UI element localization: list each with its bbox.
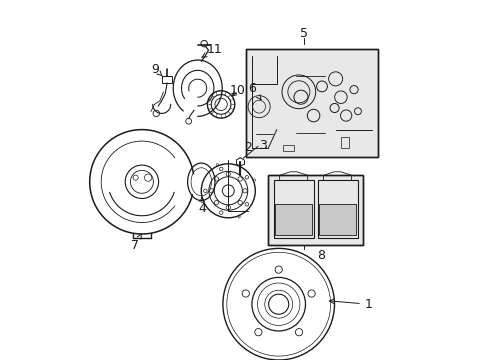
Bar <box>317 180 357 238</box>
Text: 5: 5 <box>300 27 307 40</box>
Text: 8: 8 <box>317 249 325 262</box>
Text: 9: 9 <box>151 63 162 76</box>
Bar <box>246 49 377 157</box>
Bar <box>267 175 363 245</box>
Bar <box>275 204 311 235</box>
Bar <box>246 49 377 157</box>
Text: 4: 4 <box>198 197 205 215</box>
Text: 3: 3 <box>259 139 266 152</box>
Text: 10: 10 <box>230 84 245 97</box>
Bar <box>273 180 313 238</box>
Bar <box>319 204 355 235</box>
Bar <box>162 76 172 83</box>
Bar <box>340 137 348 148</box>
Text: 6: 6 <box>248 82 261 100</box>
Bar <box>267 175 363 245</box>
Text: 2: 2 <box>244 141 251 154</box>
Text: 7: 7 <box>130 234 142 252</box>
Bar <box>283 145 293 151</box>
Text: 1: 1 <box>329 298 372 311</box>
Text: 11: 11 <box>202 43 223 57</box>
